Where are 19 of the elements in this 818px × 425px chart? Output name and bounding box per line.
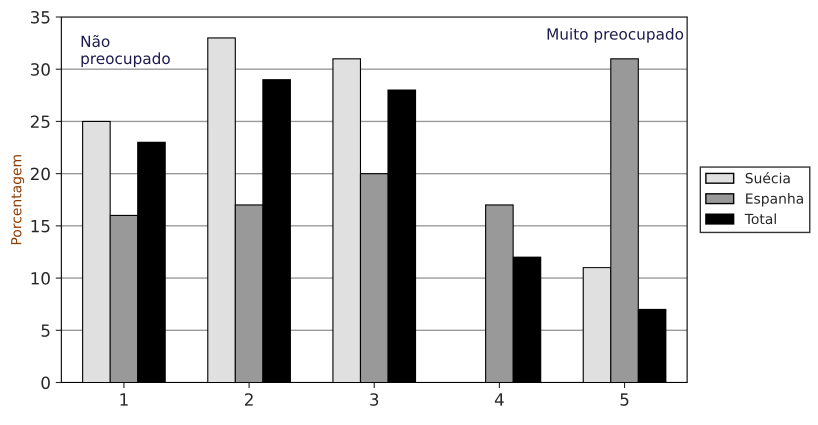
y-tick-label: 20 xyxy=(30,168,50,180)
y-tick-label: 35 xyxy=(30,10,50,24)
y-axis-title: Porcentagem xyxy=(11,155,24,244)
y-tick-label: 5 xyxy=(42,324,50,337)
legend-label: Total xyxy=(744,213,776,224)
annotation: Não preocupado xyxy=(82,35,170,68)
x-tick-label: 3 xyxy=(370,393,378,406)
annotation: Muito preocupado xyxy=(548,28,684,43)
legend-label: Espanha xyxy=(746,193,803,206)
y-tick-label: 30 xyxy=(30,63,50,76)
x-tick-label: 5 xyxy=(620,393,628,406)
y-tick-label: 0 xyxy=(41,376,50,390)
y-tick-label: 15 xyxy=(32,220,50,232)
y-tick-label: 25 xyxy=(30,115,50,128)
legend-label: Suécia xyxy=(746,172,790,184)
x-tick-label: 4 xyxy=(494,393,504,406)
x-tick-label: 2 xyxy=(245,393,253,406)
y-tick-label: 10 xyxy=(32,272,50,285)
x-tick-label: 1 xyxy=(120,393,128,406)
